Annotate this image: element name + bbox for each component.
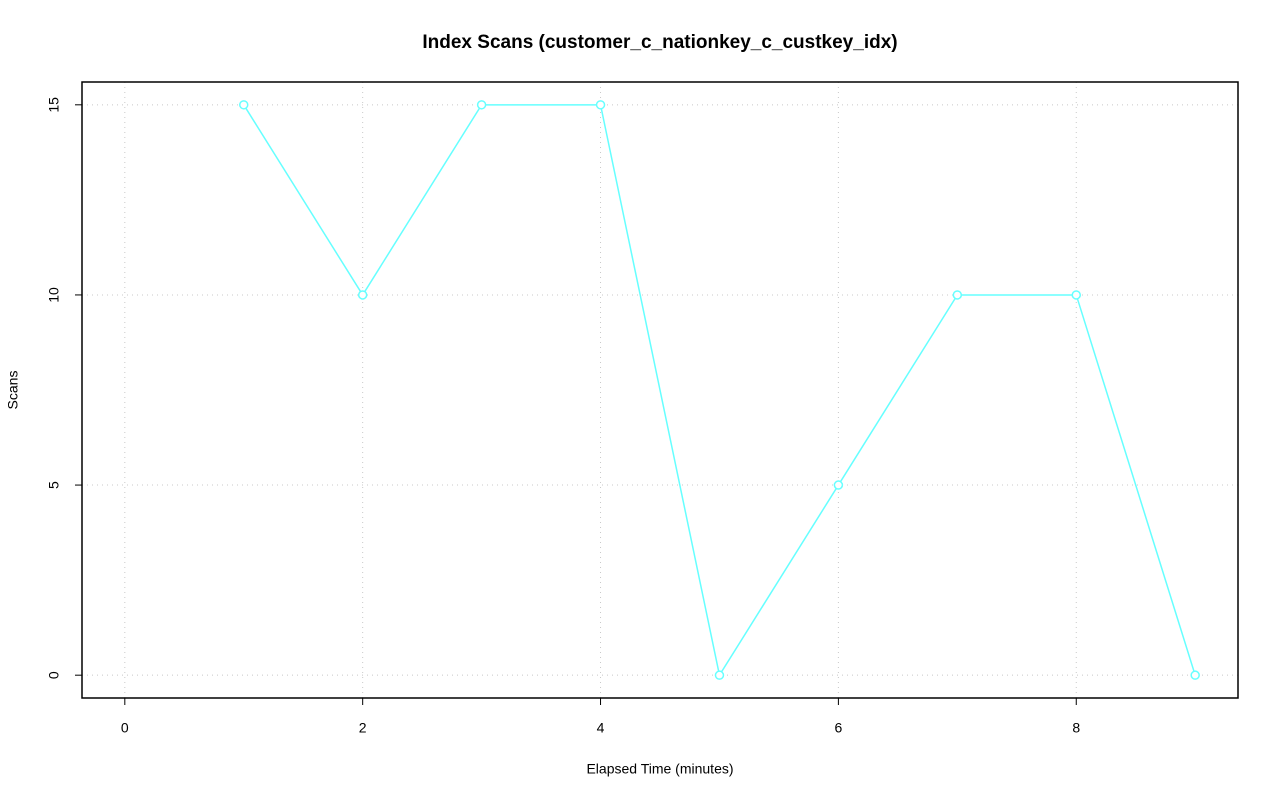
x-tick-label: 6 — [834, 720, 842, 736]
plot-frame — [81, 81, 1239, 699]
data-point — [238, 100, 249, 110]
x-tick-label: 0 — [121, 720, 129, 736]
x-tick-label: 8 — [1072, 720, 1080, 736]
data-point — [1071, 290, 1082, 300]
y-axis-label: Scans — [5, 371, 21, 410]
data-point — [357, 290, 368, 300]
data-point — [595, 100, 606, 110]
data-point — [1190, 670, 1200, 680]
y-tick-label: 10 — [46, 287, 62, 303]
chart-title: Index Scans (customer_c_nationkey_c_cust… — [422, 32, 897, 53]
x-tick-label: 2 — [359, 720, 367, 736]
x-tick-label: 4 — [597, 720, 605, 736]
data-point — [714, 670, 725, 680]
data-point — [952, 290, 963, 300]
data-point — [476, 100, 487, 110]
x-axis-label: Elapsed Time (minutes) — [586, 761, 733, 777]
y-tick-label: 0 — [46, 671, 62, 679]
y-tick-label: 5 — [46, 481, 62, 489]
y-tick-label: 15 — [46, 97, 62, 113]
data-point — [833, 480, 844, 490]
series-line — [243, 104, 1196, 678]
